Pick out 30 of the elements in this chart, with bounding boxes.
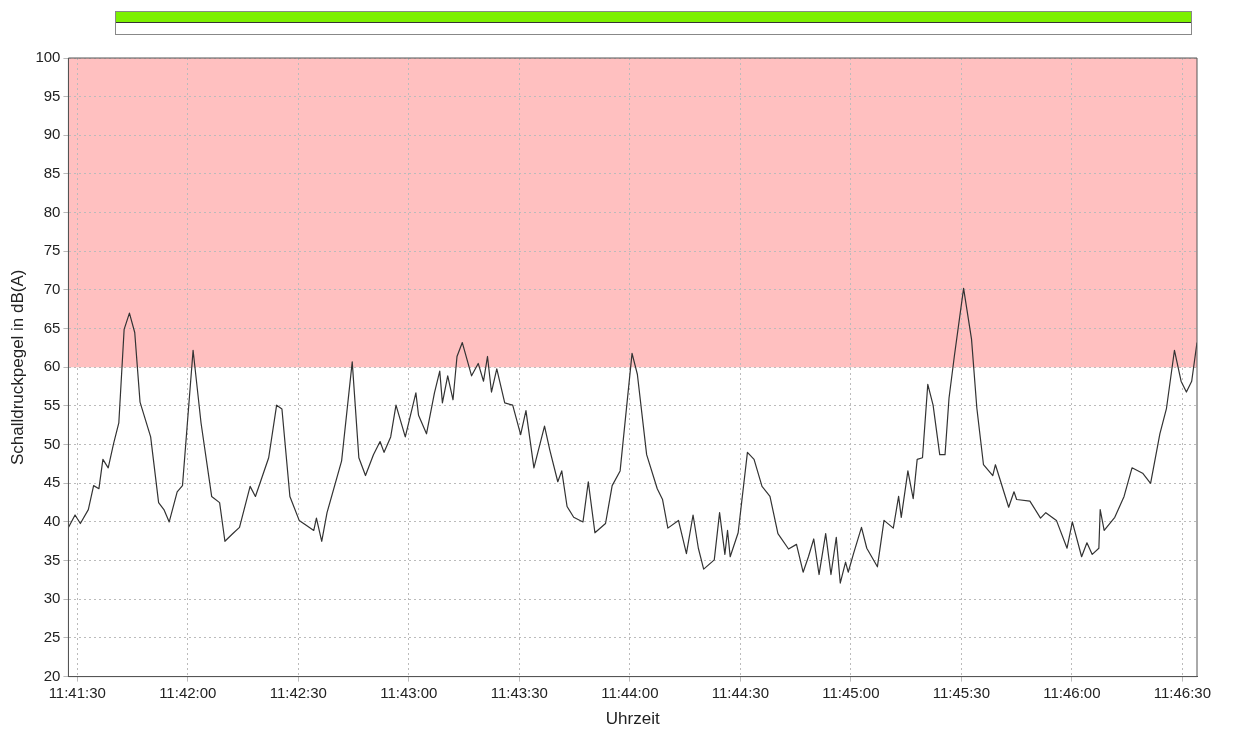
y-tick-label: 80 — [43, 202, 61, 220]
x-tick-label: 11:46:30 — [1153, 683, 1212, 701]
y-tick-label: 45 — [43, 473, 61, 491]
x-tick-label: 11:44:30 — [711, 683, 769, 701]
y-tick-label: 60 — [43, 357, 61, 375]
y-tick-label: 30 — [43, 589, 61, 607]
x-tick-label: 11:41:30 — [48, 683, 106, 701]
y-tick-label: 65 — [43, 318, 61, 336]
x-tick-label: 11:42:00 — [159, 683, 217, 701]
y-axis-title: Schalldruckpegel in dB(A) — [7, 269, 27, 466]
x-axis-title: Uhrzeit — [605, 709, 660, 729]
x-tick-label: 11:45:00 — [822, 683, 880, 701]
y-tick-label: 75 — [43, 241, 61, 259]
x-tick-label: 11:43:00 — [380, 683, 438, 701]
y-tick-label: 85 — [43, 164, 61, 182]
x-tick-label: 11:43:30 — [490, 683, 548, 701]
y-tick-label: 100 — [35, 48, 61, 66]
y-tick-label: 95 — [43, 86, 61, 104]
y-tick-label: 70 — [43, 280, 61, 298]
y-tick-label: 55 — [43, 396, 61, 414]
x-tick-label: 11:42:30 — [269, 683, 327, 701]
x-tick-label: 11:45:30 — [932, 683, 991, 701]
y-tick-label: 40 — [43, 512, 61, 530]
y-tick-label: 50 — [43, 434, 61, 452]
x-tick-label: 11:46:00 — [1043, 683, 1101, 701]
y-tick-label: 90 — [43, 125, 61, 143]
x-tick-label: 11:44:00 — [601, 683, 659, 701]
y-tick-label: 20 — [43, 666, 61, 684]
y-tick-label: 25 — [43, 628, 61, 646]
y-tick-label: 35 — [43, 550, 61, 568]
